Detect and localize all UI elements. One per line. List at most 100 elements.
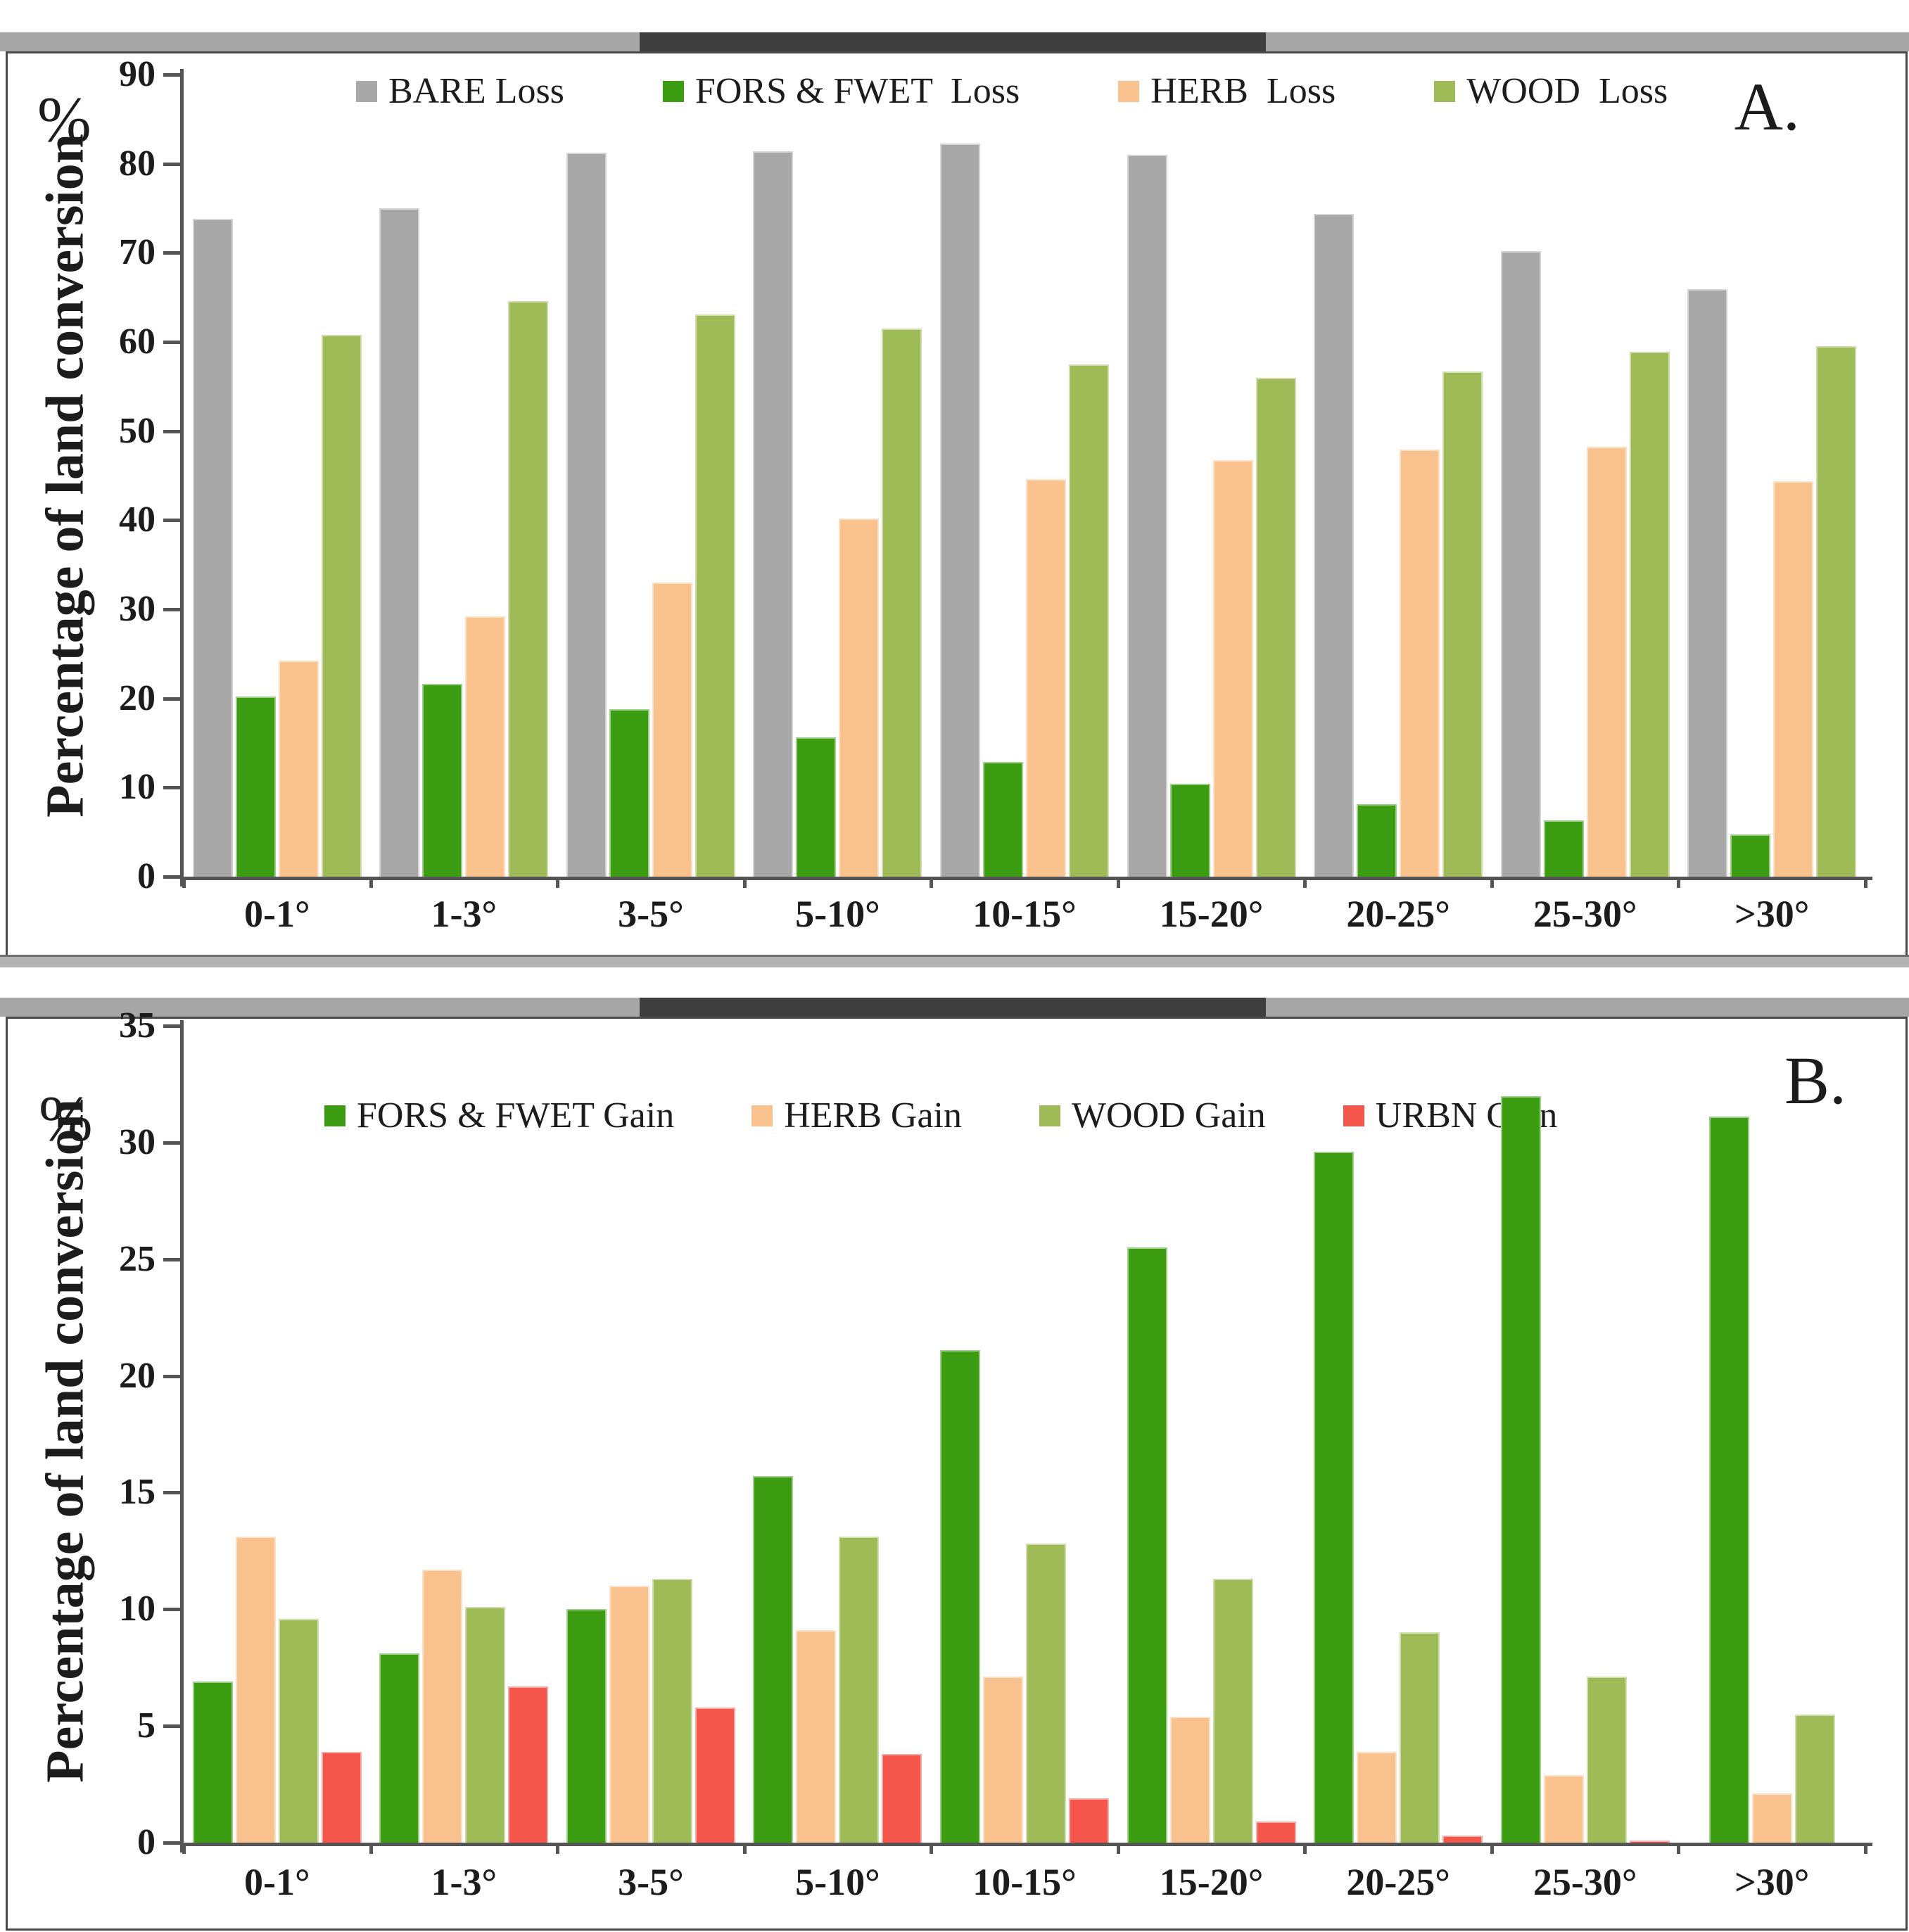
bar-fors-fwet-gain-10-15deg [939, 1350, 980, 1843]
legend-item-fors-fwet-gain: FORS & FWET Gain [324, 1095, 674, 1136]
scrollbar-thumb[interactable] [639, 998, 1266, 1017]
bar-fors-fwet-gain-15-20deg [1127, 1247, 1167, 1843]
legend-label: FORS & FWET Loss [695, 71, 1020, 111]
x-category-label: 1-3° [431, 893, 497, 935]
y-tick-label: 70 [119, 232, 156, 273]
bar-group-gt30deg [1678, 1026, 1865, 1843]
x-category-label: 0-1° [243, 1861, 310, 1903]
x-category-label: 5-10° [795, 1861, 880, 1903]
plot-area-a: 0 10 20 30 40 50 60 70 80 90 0-1° 1-3° 3-5° 5-10° 10-1… [8, 53, 1905, 957]
legend-item-herb-loss: HERB Loss [1118, 70, 1336, 112]
bar-group-1-3deg [371, 75, 558, 877]
bar-fors-fwet-gain-0-1deg [192, 1682, 233, 1843]
x-category-label: 15-20° [1159, 893, 1264, 935]
panel-letter-a: A. [1734, 69, 1800, 144]
x-category-label: 0-1° [243, 893, 310, 935]
bar-bare-loss-20-25deg [1314, 214, 1355, 877]
scrollbar-track-top [0, 32, 1909, 51]
x-tick-mark [556, 877, 560, 888]
legend-a: BARE Loss FORS & FWET Loss HERB Loss WOOD L… [356, 70, 1668, 112]
legend-label: HERB Gain [784, 1095, 962, 1136]
legend-label: HERB Loss [1150, 71, 1336, 111]
x-tick-mark [1864, 1843, 1867, 1854]
bar-group-1-3deg [371, 1026, 558, 1843]
legend-item-wood-gain: WOOD Gain [1039, 1095, 1266, 1136]
x-tick-mark [1864, 877, 1867, 888]
bar-herb-gain-3-5deg [609, 1586, 649, 1843]
bar-group-25-30deg [1492, 75, 1679, 877]
scrollbar-thumb[interactable] [639, 32, 1266, 51]
x-tick-mark [1677, 877, 1681, 888]
bar-wood-loss-10-15deg [1068, 364, 1109, 877]
bar-herb-loss-10-15deg [1025, 479, 1066, 877]
bar-group-5-10deg [744, 75, 932, 877]
bar-herb-loss-5-10deg [839, 519, 880, 877]
y-tick-mark [163, 1608, 180, 1612]
x-category-label: 1-3° [431, 1861, 497, 1903]
x-category-label: >30° [1734, 893, 1810, 935]
bar-bare-loss-10-15deg [939, 144, 980, 877]
x-category-label: 20-25° [1346, 893, 1450, 935]
y-tick-label: 50 [119, 410, 156, 451]
bar-herb-loss-25-30deg [1586, 447, 1627, 877]
bar-wood-gain-5-10deg [839, 1537, 880, 1843]
x-tick-mark [742, 877, 747, 888]
y-tick-label: 35 [119, 1005, 156, 1046]
y-tick-mark [163, 341, 180, 344]
bar-fors-fwet-loss-10-15deg [982, 762, 1023, 877]
bar-herb-loss-gt30deg [1773, 481, 1814, 877]
bar-urbn-gain-25-30deg [1629, 1841, 1670, 1843]
bar-wood-loss-3-5deg [695, 314, 735, 877]
y-tick-label: 0 [137, 856, 156, 896]
x-tick-mark [1116, 877, 1120, 888]
x-category-label: 20-25° [1346, 1861, 1450, 1903]
plot-area-b: 0 5 10 15 20 25 30 35 0-1° 1-3° 3-5° 5-10° 10-15° 15-… [8, 1005, 1905, 1928]
x-tick-mark [1303, 877, 1307, 888]
x-tick-mark [742, 1843, 747, 1854]
legend-swatch-fors-fwet-gain [324, 1105, 345, 1126]
bar-herb-loss-1-3deg [465, 616, 506, 877]
legend-item-fors-fwet-loss: FORS & FWET Loss [662, 70, 1020, 112]
bar-fors-fwet-loss-0-1deg [235, 697, 276, 877]
bar-herb-gain-5-10deg [796, 1630, 837, 1843]
legend-swatch-wood-gain [1039, 1105, 1060, 1126]
bar-group-0-1deg [184, 1026, 371, 1843]
x-tick-mark [930, 1843, 934, 1854]
y-tick-mark [163, 786, 180, 790]
bar-fors-fwet-gain-gt30deg [1708, 1117, 1749, 1843]
bar-wood-loss-15-20deg [1255, 378, 1296, 877]
x-category-label: 25-30° [1533, 893, 1637, 935]
y-tick-mark [163, 697, 180, 701]
bar-herb-gain-20-25deg [1357, 1752, 1397, 1843]
y-tick-mark [163, 1024, 180, 1028]
x-category-label: 5-10° [795, 893, 880, 935]
y-axis-unit-label: % [37, 84, 91, 155]
bar-fors-fwet-loss-5-10deg [796, 737, 837, 877]
bar-urbn-gain-3-5deg [695, 1708, 735, 1843]
scrollbar-track-bottom [0, 955, 1909, 967]
bar-fors-fwet-loss-25-30deg [1543, 820, 1584, 877]
bar-fors-fwet-gain-5-10deg [753, 1476, 794, 1843]
legend-item-herb-gain: HERB Gain [751, 1095, 962, 1136]
bar-fors-fwet-loss-3-5deg [609, 709, 649, 877]
legend-item-bare-loss: BARE Loss [356, 70, 564, 112]
y-tick-label: 20 [119, 1355, 156, 1396]
bar-group-3-5deg [557, 1026, 744, 1843]
y-tick-label: 30 [119, 589, 156, 629]
bar-wood-gain-10-15deg [1025, 1544, 1066, 1843]
bar-wood-loss-gt30deg [1816, 346, 1857, 877]
y-axis-line [180, 69, 184, 886]
x-category-label: 10-15° [972, 893, 1077, 935]
bar-wood-gain-20-25deg [1400, 1632, 1440, 1843]
bar-wood-gain-25-30deg [1586, 1677, 1627, 1843]
bar-herb-gain-gt30deg [1751, 1793, 1792, 1843]
y-tick-mark [163, 1140, 180, 1145]
bar-wood-loss-20-25deg [1442, 371, 1483, 877]
bar-group-10-15deg [931, 1026, 1118, 1843]
x-category-label: 3-5° [618, 1861, 684, 1903]
bar-wood-gain-gt30deg [1794, 1715, 1835, 1843]
bar-urbn-gain-0-1deg [321, 1752, 362, 1843]
x-tick-mark [182, 1843, 186, 1854]
y-tick-mark [163, 519, 180, 523]
